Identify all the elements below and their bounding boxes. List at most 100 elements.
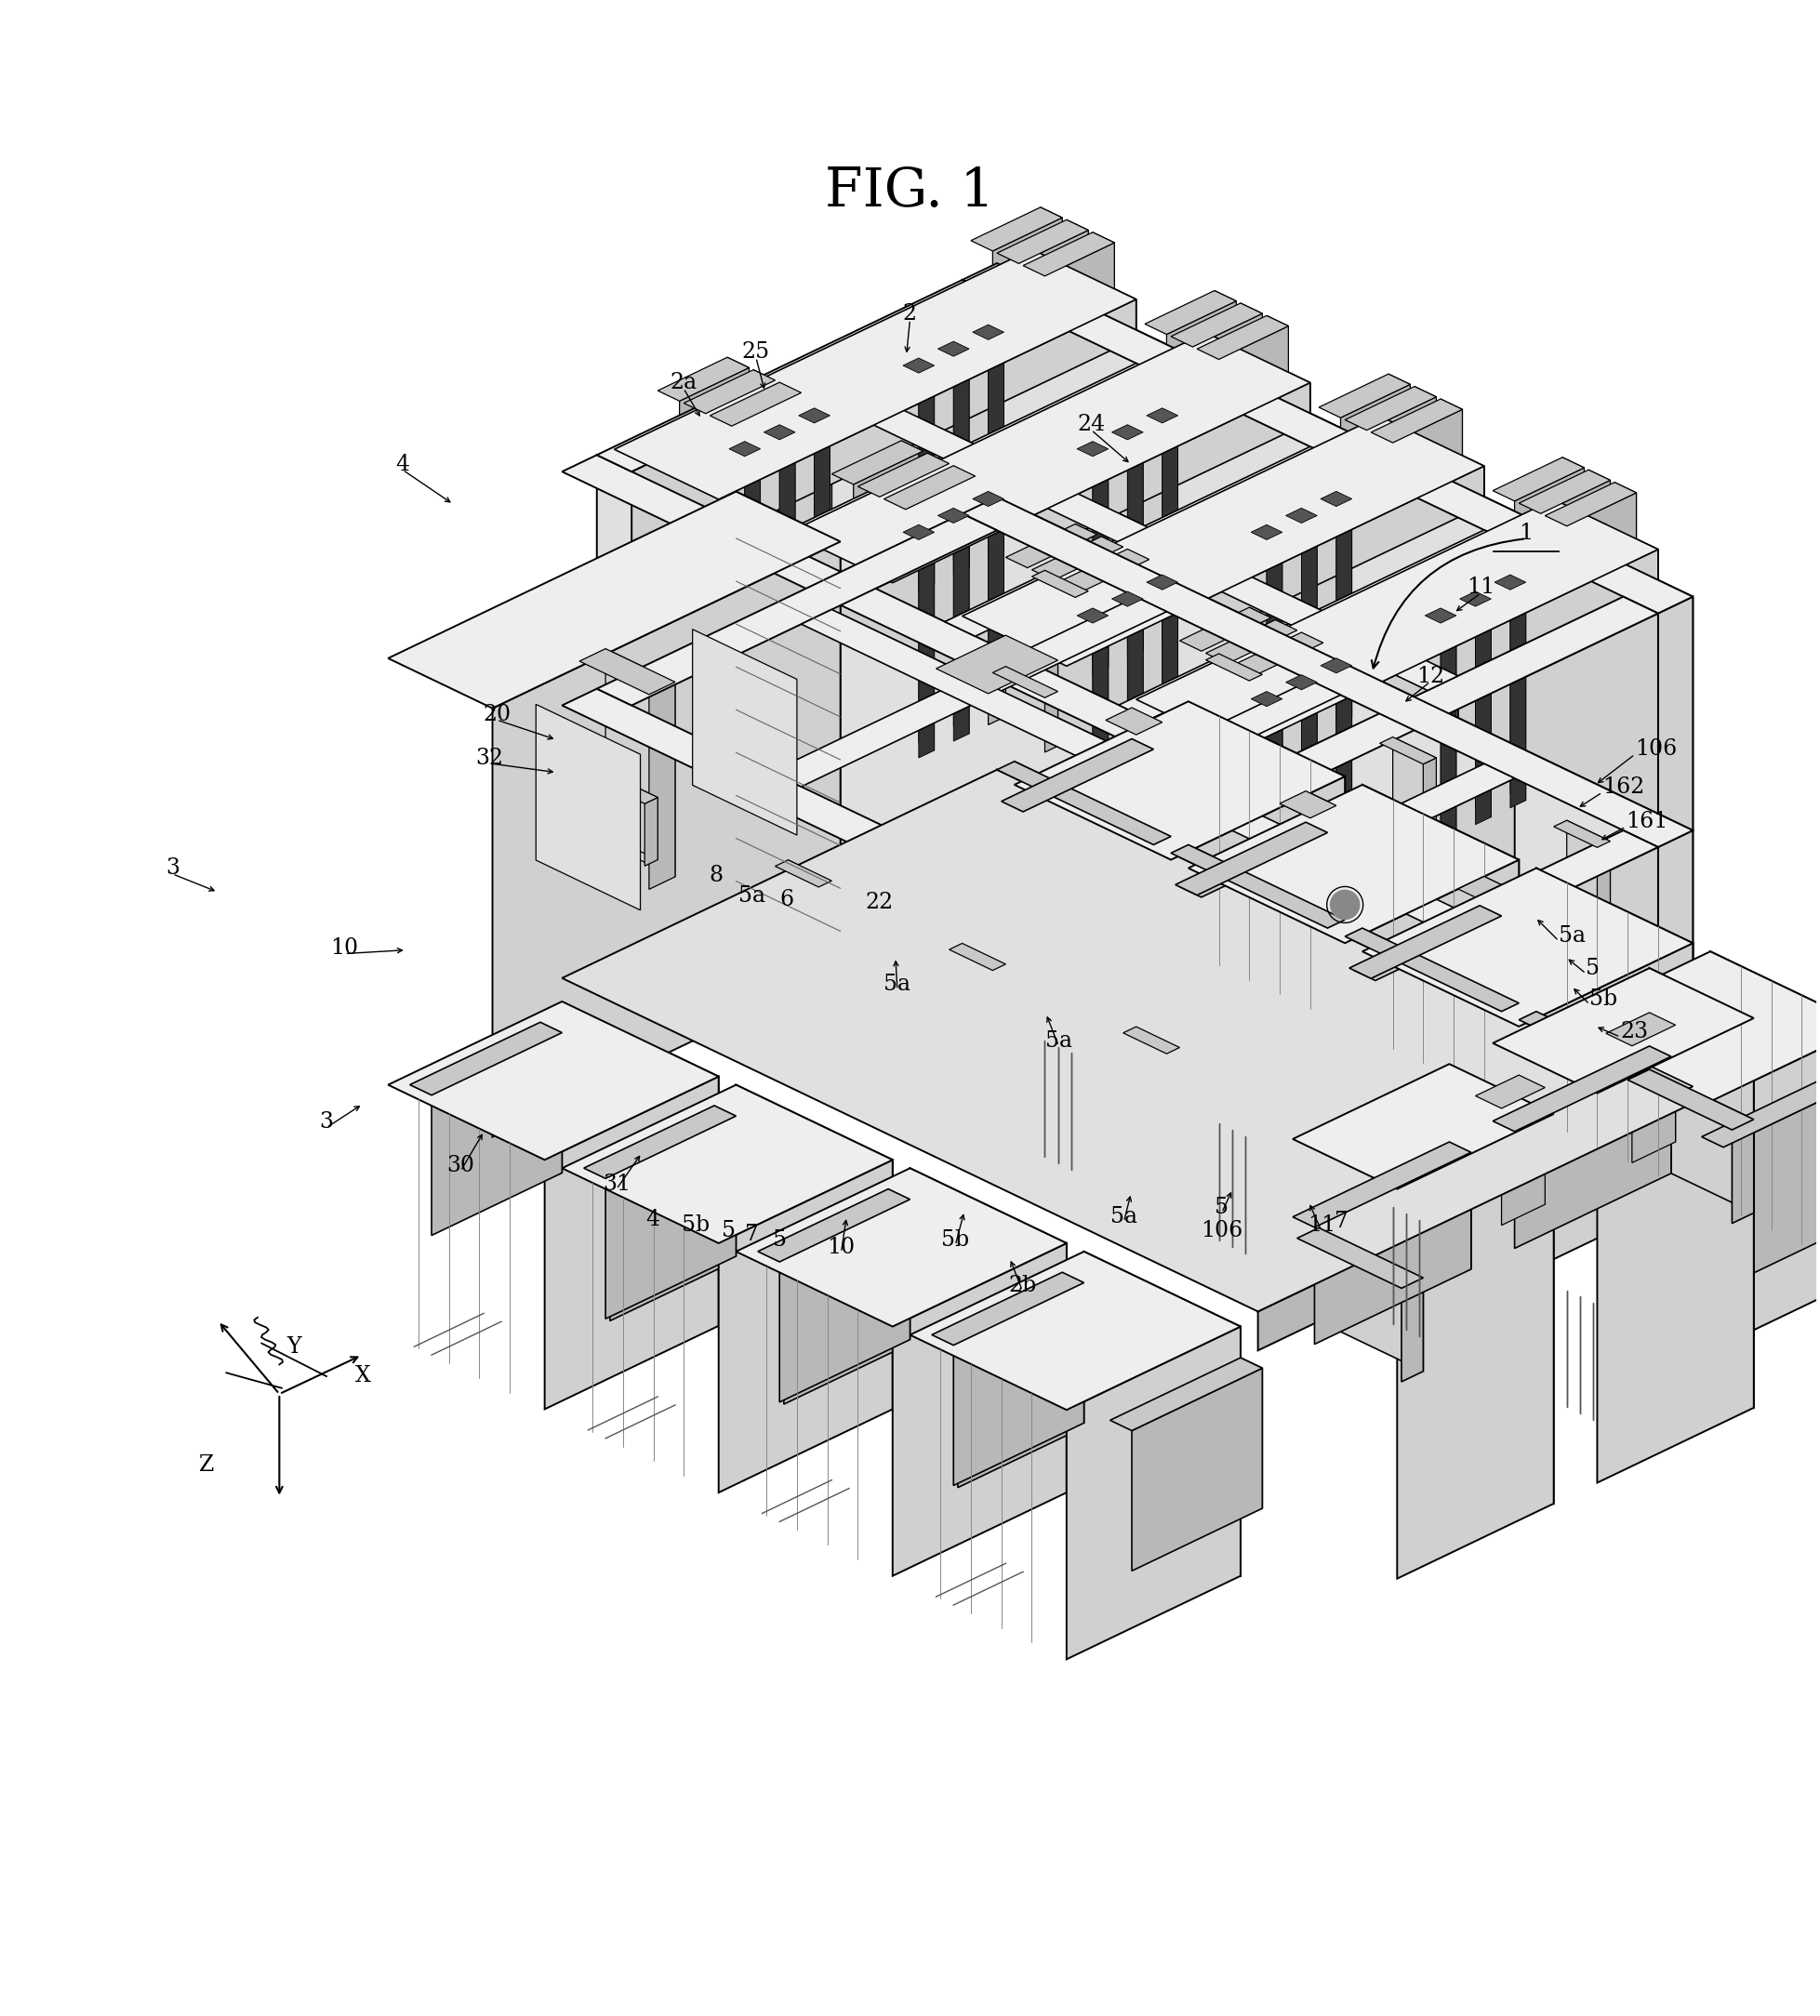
Polygon shape [1063,1272,1085,1423]
Text: 162: 162 [1602,776,1645,798]
Polygon shape [1310,825,1332,976]
Polygon shape [1514,468,1583,556]
Text: 7: 7 [1334,1212,1349,1232]
Polygon shape [1132,708,1163,754]
Polygon shape [1285,508,1318,522]
Polygon shape [1492,1046,1671,1131]
Polygon shape [632,530,997,978]
Polygon shape [431,1032,562,1236]
Polygon shape [1310,792,1341,839]
Polygon shape [972,325,1005,339]
Polygon shape [1427,675,1458,923]
Polygon shape [1241,302,1263,369]
Polygon shape [779,1200,910,1401]
Polygon shape [1188,784,1520,943]
Polygon shape [1336,498,1352,724]
Polygon shape [819,881,832,950]
Polygon shape [1441,615,1456,841]
Polygon shape [988,325,1005,550]
Polygon shape [735,1167,1067,1327]
Text: 2a: 2a [670,373,697,393]
Polygon shape [832,609,1458,1181]
Polygon shape [1301,675,1318,901]
Polygon shape [1492,458,1583,502]
Polygon shape [1250,524,1283,540]
Polygon shape [988,498,1005,724]
Polygon shape [597,280,997,472]
Text: 5b: 5b [941,1230,970,1250]
Polygon shape [1649,968,1754,1407]
Polygon shape [1589,470,1611,534]
Polygon shape [801,377,1167,786]
Polygon shape [1076,591,1088,659]
Polygon shape [1006,635,1057,691]
Polygon shape [1292,1141,1471,1228]
Polygon shape [1345,387,1436,429]
Polygon shape [644,798,657,867]
Polygon shape [935,1274,1088,1347]
Polygon shape [997,264,1693,831]
Polygon shape [919,532,934,758]
Text: Z: Z [200,1454,215,1476]
Polygon shape [1167,300,1236,389]
Polygon shape [1502,1087,1545,1226]
Polygon shape [1633,1024,1676,1163]
Text: 11: 11 [1467,577,1494,599]
Polygon shape [713,1105,735,1256]
Polygon shape [1549,1002,1680,1204]
Polygon shape [1502,1004,1520,1034]
Polygon shape [832,442,923,484]
Polygon shape [957,1284,1088,1488]
Polygon shape [744,442,761,667]
Polygon shape [1483,764,1514,1050]
Polygon shape [1449,1064,1554,1504]
Polygon shape [1310,679,1341,968]
Polygon shape [885,466,976,510]
Polygon shape [1110,1357,1263,1431]
Polygon shape [562,689,1292,1038]
Polygon shape [988,333,1005,558]
Polygon shape [1536,952,1820,1111]
Polygon shape [1154,837,1170,869]
Text: 32: 32 [475,748,504,768]
Polygon shape [1188,845,1345,943]
Polygon shape [388,492,841,708]
Polygon shape [1163,575,1178,800]
Text: 23: 23 [1620,1020,1649,1042]
Polygon shape [910,1252,1241,1409]
Text: FIG. 1: FIG. 1 [824,165,996,218]
Polygon shape [1127,548,1148,615]
Polygon shape [1649,1046,1671,1173]
Polygon shape [1520,943,1693,1276]
Polygon shape [1285,675,1318,689]
Text: 31: 31 [602,1173,630,1193]
Polygon shape [757,1189,910,1262]
Text: 7: 7 [746,1224,759,1246]
Polygon shape [562,770,1693,1312]
Polygon shape [693,629,797,835]
Polygon shape [1136,1026,1179,1111]
Polygon shape [1119,764,1514,954]
Polygon shape [910,1167,1067,1492]
Polygon shape [1301,516,1318,742]
Polygon shape [1545,482,1636,526]
Polygon shape [935,635,1057,694]
Polygon shape [997,220,1088,264]
Polygon shape [1489,891,1514,935]
Polygon shape [1392,738,1436,821]
Polygon shape [1658,992,1680,1141]
Polygon shape [1658,597,1693,847]
Polygon shape [1045,242,1114,331]
Polygon shape [972,492,1005,506]
Polygon shape [657,357,750,401]
Polygon shape [919,365,934,591]
Polygon shape [937,341,970,357]
Polygon shape [1136,500,1658,750]
Polygon shape [719,1159,892,1492]
Polygon shape [1336,492,1352,718]
Polygon shape [1511,575,1525,800]
Polygon shape [1167,1048,1179,1117]
Polygon shape [784,1202,914,1405]
Text: 5a: 5a [885,974,910,996]
Text: 2: 2 [903,302,917,325]
